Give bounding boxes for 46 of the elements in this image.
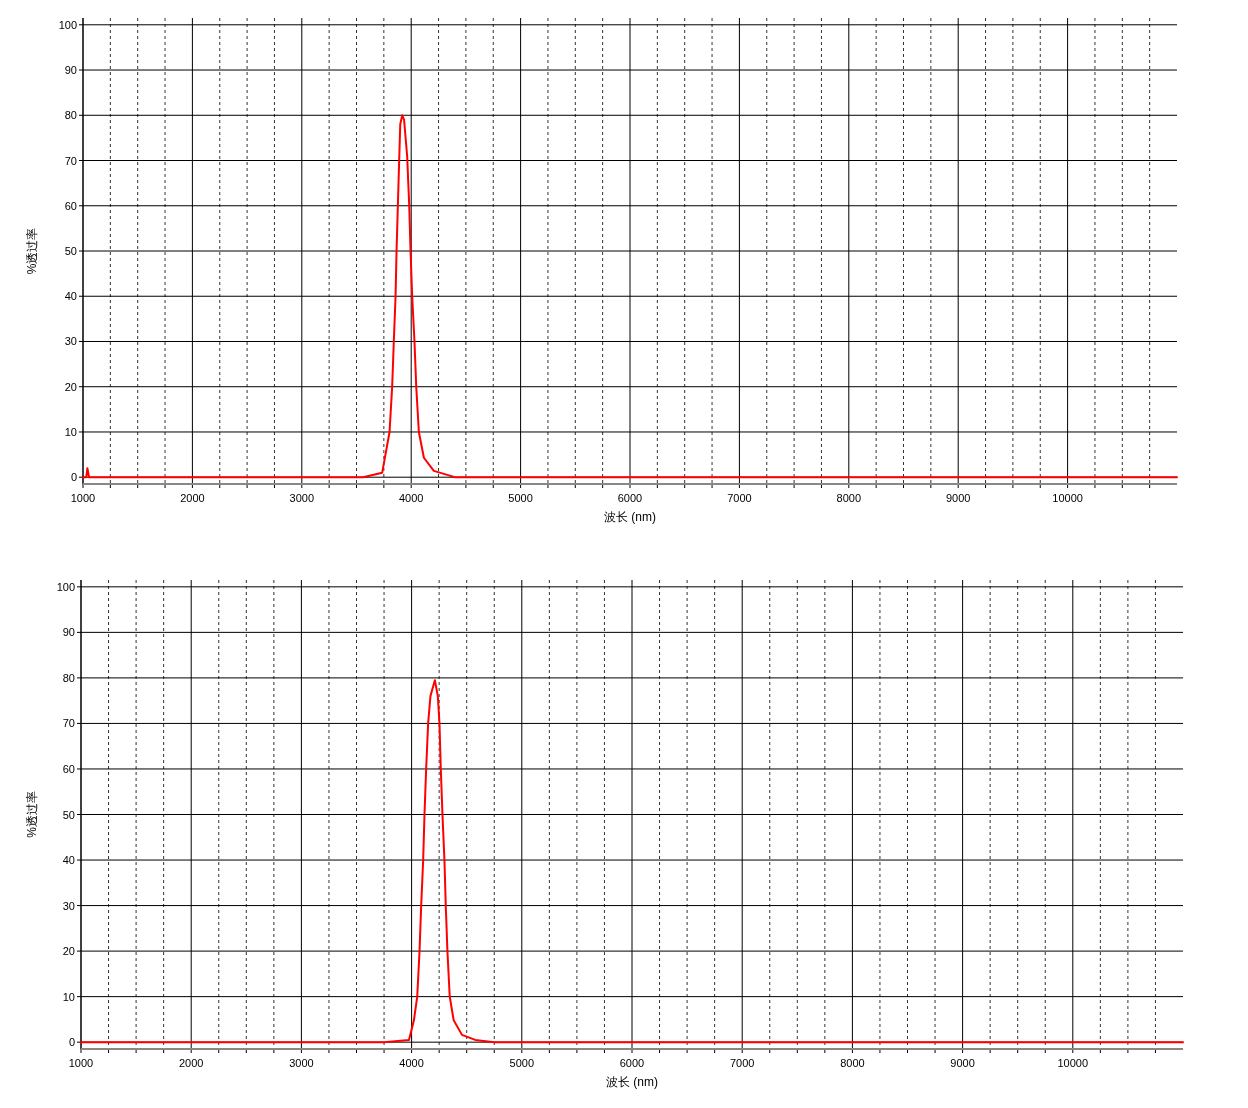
x-tick-label: 1000 [70, 492, 96, 504]
y-tick-label: 30 [62, 899, 75, 912]
y-tick-label: 60 [62, 762, 75, 775]
y-tick-label: 30 [64, 335, 77, 348]
x-tick-label: 4000 [399, 1057, 424, 1069]
x-tick-label: 7000 [729, 1057, 755, 1069]
y-tick-label: 60 [64, 199, 77, 212]
x-tick-label: 3000 [289, 1057, 314, 1069]
x-tick-label: 10000 [1052, 492, 1083, 504]
y-tick-label: 90 [62, 626, 75, 639]
x-tick-label: 5000 [509, 1057, 535, 1069]
x-tick-label: 8000 [840, 1057, 865, 1069]
x-axis-title: 波长 (nm) [606, 1075, 658, 1089]
y-tick-label: 70 [64, 154, 77, 167]
y-tick-label: 100 [56, 580, 75, 593]
x-tick-label: 10000 [1057, 1057, 1089, 1069]
x-tick-label: 4000 [398, 492, 424, 504]
y-tick-label: 20 [64, 380, 77, 393]
y-tick-label: 70 [62, 717, 75, 730]
y-tick-label: 10 [64, 425, 77, 438]
x-tick-label: 2000 [180, 492, 205, 504]
y-tick-label: 0 [68, 1036, 75, 1049]
x-tick-label: 6000 [617, 492, 643, 504]
x-tick-label: 2000 [178, 1057, 204, 1069]
x-tick-label: 7000 [727, 492, 752, 504]
x-tick-label: 1000 [68, 1057, 94, 1069]
y-tick-label: 0 [70, 471, 77, 484]
x-tick-label: 6000 [619, 1057, 645, 1069]
y-tick-label: 40 [62, 854, 75, 867]
x-tick-label: 5000 [508, 492, 533, 504]
y-tick-label: 50 [64, 245, 77, 257]
x-axis-title: 波长 (nm) [604, 510, 656, 524]
y-tick-label: 10 [62, 990, 75, 1003]
y-tick-label: 90 [64, 64, 77, 77]
y-axis-title: %透过率 [25, 791, 39, 838]
y-tick-label: 40 [64, 290, 77, 303]
y-tick-label: 80 [64, 109, 77, 122]
y-tick-label: 80 [62, 671, 75, 684]
x-tick-label: 9000 [945, 492, 971, 504]
y-tick-label: 100 [58, 18, 77, 31]
y-axis-title: %透过率 [25, 227, 39, 275]
x-tick-label: 9000 [950, 1057, 975, 1069]
y-tick-label: 20 [62, 945, 75, 958]
x-tick-label: 8000 [836, 492, 862, 504]
x-tick-label: 3000 [289, 492, 315, 504]
y-tick-label: 50 [62, 808, 75, 821]
